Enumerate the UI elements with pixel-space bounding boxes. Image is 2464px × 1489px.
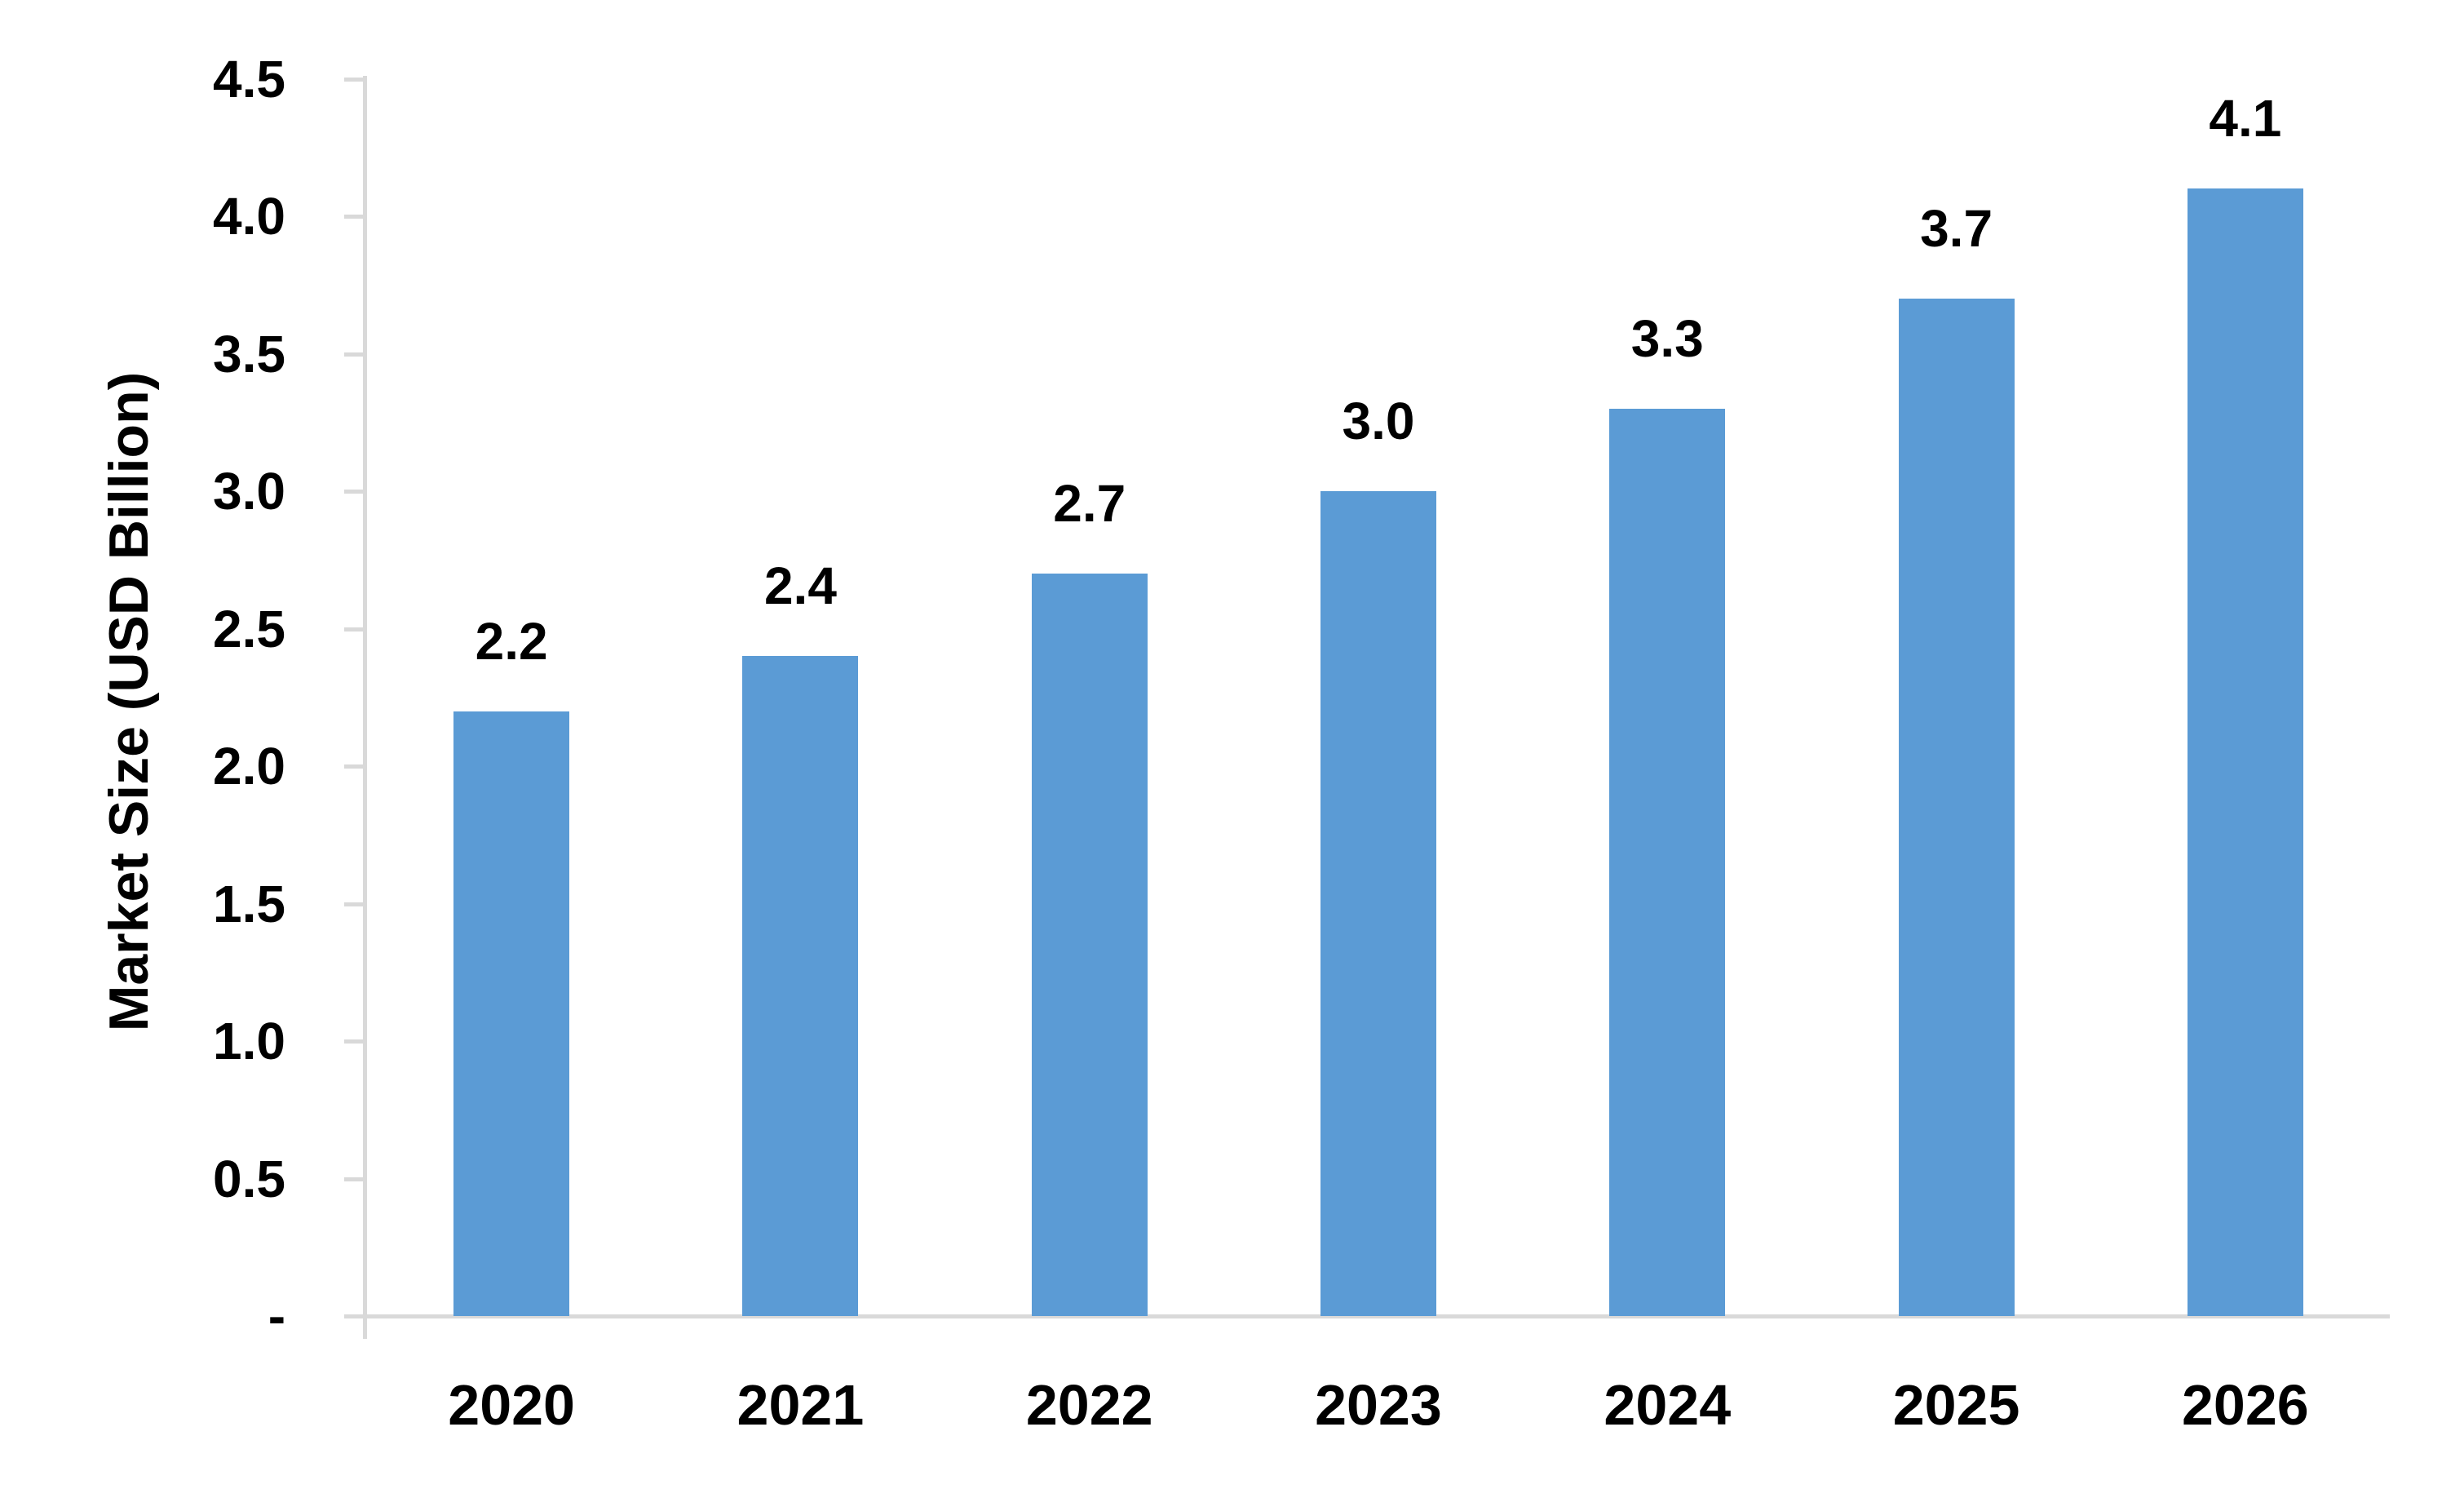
y-axis-tick xyxy=(344,352,363,357)
y-axis-tick xyxy=(344,764,363,769)
x-tick-label: 2022 xyxy=(1025,1373,1153,1437)
bar-value-label: 4.1 xyxy=(2209,89,2282,148)
y-axis-tick xyxy=(344,215,363,219)
y-tick-label: 2.5 xyxy=(213,599,285,658)
y-axis-tick xyxy=(344,1177,363,1181)
bar-value-label: 3.3 xyxy=(1630,308,1704,368)
bar xyxy=(2187,188,2303,1316)
bar xyxy=(1320,491,1436,1316)
x-tick-label: 2025 xyxy=(1892,1373,2020,1437)
bar-value-label: 2.7 xyxy=(1053,474,1126,534)
y-tick-label: 3.5 xyxy=(213,324,285,383)
y-tick-label: 1.0 xyxy=(213,1012,285,1070)
y-tick-label: 4.0 xyxy=(213,187,285,246)
x-tick-label: 2021 xyxy=(737,1373,865,1437)
y-tick-label: 1.5 xyxy=(213,874,285,933)
x-axis-line xyxy=(347,1314,2390,1318)
y-tick-label: 2.0 xyxy=(213,737,285,795)
y-axis-tick xyxy=(344,1039,363,1044)
bar xyxy=(453,711,570,1316)
x-tick-label: 2026 xyxy=(2181,1373,2309,1437)
y-tick-label: 3.0 xyxy=(213,462,285,521)
x-tick-label: 2020 xyxy=(448,1373,575,1437)
x-tick-label: 2023 xyxy=(1315,1373,1442,1437)
y-axis-tick xyxy=(344,902,363,906)
y-axis-tick xyxy=(344,1314,363,1318)
y-axis-line xyxy=(363,75,367,1339)
y-tick-label: 4.5 xyxy=(213,49,285,109)
bar xyxy=(1609,408,1726,1316)
y-axis-tick xyxy=(344,627,363,631)
y-tick-label: - xyxy=(268,1287,285,1345)
bar-value-label: 2.2 xyxy=(475,611,548,671)
bar-value-label: 2.4 xyxy=(763,556,837,616)
x-tick-label: 2024 xyxy=(1604,1373,1732,1437)
y-tick-label: 0.5 xyxy=(213,1149,285,1208)
bar xyxy=(1898,299,2015,1316)
bar xyxy=(742,656,859,1316)
bar-value-label: 3.0 xyxy=(1342,392,1415,450)
y-axis-tick xyxy=(344,77,363,82)
y-axis-tick xyxy=(344,490,363,494)
bar-value-label: 3.7 xyxy=(1920,199,1993,259)
bar xyxy=(1031,574,1148,1316)
